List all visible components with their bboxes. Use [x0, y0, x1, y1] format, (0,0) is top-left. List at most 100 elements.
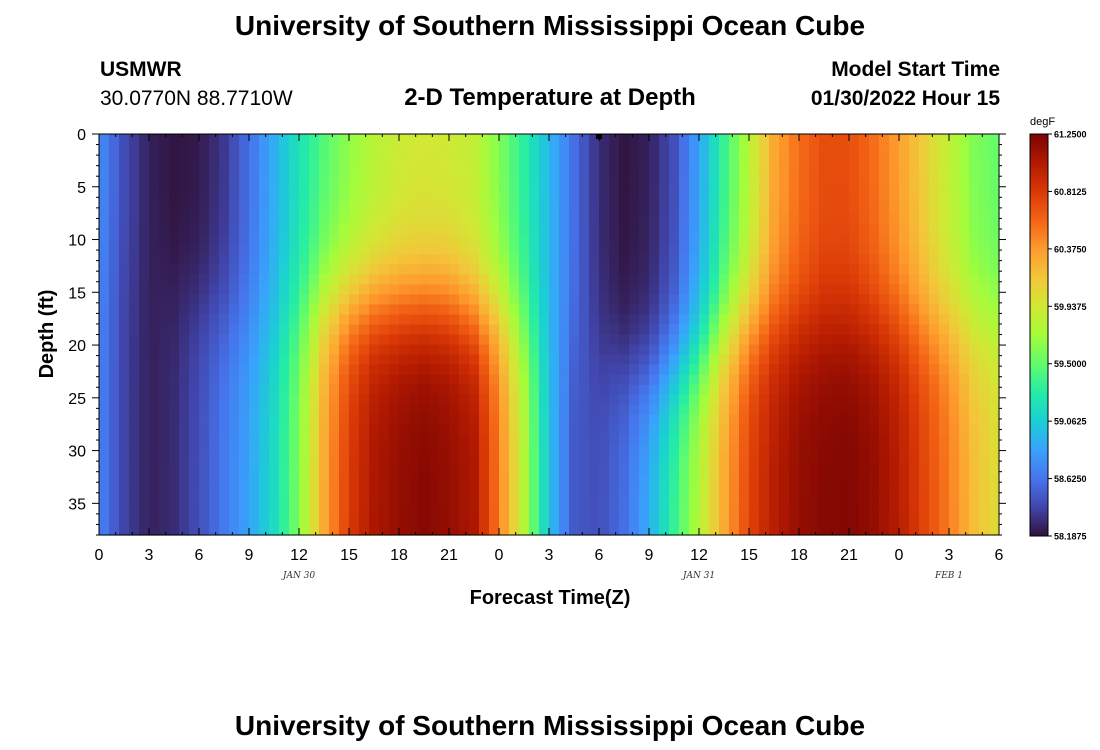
heatmap-cell [669, 424, 680, 436]
heatmap-cell [99, 314, 110, 326]
heatmap-cell [769, 404, 780, 416]
heatmap-cell [929, 334, 940, 346]
heatmap-cell [829, 154, 840, 165]
heatmap-cell [909, 264, 920, 275]
heatmap-cell [289, 284, 300, 295]
heatmap-cell [219, 424, 230, 436]
heatmap-cell [649, 484, 660, 496]
heatmap-cell [379, 194, 390, 205]
heatmap-cell [439, 384, 450, 396]
heatmap-cell [139, 324, 150, 336]
heatmap-cell [179, 364, 190, 376]
heatmap-cell [579, 214, 590, 225]
heatmap-cell [849, 244, 860, 255]
heatmap-cell [299, 184, 310, 195]
heatmap-cell [389, 524, 400, 536]
heatmap-cell [659, 174, 670, 185]
heatmap-cell [759, 394, 770, 406]
heatmap-cell [289, 484, 300, 496]
heatmap-cell [429, 424, 440, 436]
heatmap-cell [749, 474, 760, 486]
heatmap-cell [679, 444, 690, 456]
heatmap-cell [419, 324, 430, 336]
heatmap-cell [379, 524, 390, 536]
heatmap-cell [759, 194, 770, 205]
heatmap-cell [669, 284, 680, 295]
heatmap-cell [539, 204, 550, 215]
heatmap-cell [859, 344, 870, 356]
heatmap-cell [99, 374, 110, 386]
heatmap-cell [959, 234, 970, 245]
heatmap-cell [989, 494, 1000, 506]
heatmap-cell [109, 294, 120, 306]
heatmap-cell [779, 504, 790, 516]
heatmap-cell [169, 484, 180, 496]
heatmap-cell [259, 244, 270, 255]
heatmap-cell [469, 294, 480, 306]
heatmap-cell [949, 464, 960, 476]
heatmap-cell [779, 454, 790, 466]
heatmap-cell [389, 374, 400, 386]
heatmap-cell [339, 154, 350, 165]
heatmap-cell [949, 254, 960, 265]
heatmap-cell [199, 304, 210, 316]
heatmap-cell [979, 364, 990, 376]
heatmap-cell [149, 164, 160, 175]
heatmap-cell [289, 464, 300, 476]
heatmap-cell [639, 234, 650, 245]
heatmap-cell [969, 324, 980, 336]
heatmap-cell [659, 344, 670, 356]
heatmap-cell [419, 384, 430, 396]
heatmap-cell [559, 514, 570, 526]
heatmap-cell [209, 144, 220, 155]
heatmap-cell [369, 404, 380, 416]
heatmap-cell [109, 514, 120, 526]
heatmap-cell [199, 214, 210, 225]
heatmap-cell [269, 314, 280, 326]
heatmap-cell [509, 264, 520, 275]
heatmap-cell [839, 464, 850, 476]
heatmap-cell [239, 514, 250, 526]
heatmap-cell [979, 184, 990, 195]
heatmap-cell [649, 254, 660, 265]
heatmap-cell [119, 404, 130, 416]
heatmap-cell [579, 334, 590, 346]
heatmap-cell [159, 414, 170, 426]
heatmap-cell [509, 434, 520, 446]
heatmap-cell [269, 254, 280, 265]
heatmap-cell [569, 524, 580, 536]
heatmap-cell [449, 464, 460, 476]
heatmap-cell [349, 134, 360, 145]
heatmap-cell [469, 394, 480, 406]
heatmap-cell [839, 304, 850, 316]
heatmap-cell [949, 174, 960, 185]
heatmap-cell [889, 204, 900, 215]
heatmap-cell [749, 444, 760, 456]
heatmap-cell [199, 314, 210, 326]
heatmap-cell [109, 154, 120, 165]
heatmap-cell [259, 294, 270, 306]
heatmap-cell [839, 214, 850, 225]
heatmap-cell [119, 244, 130, 255]
heatmap-cell [239, 174, 250, 185]
heatmap-cell [769, 324, 780, 336]
heatmap-cell [659, 394, 670, 406]
heatmap-cell [899, 154, 910, 165]
heatmap-cell [159, 474, 170, 486]
heatmap-cell [289, 144, 300, 155]
heatmap-cell [829, 444, 840, 456]
heatmap-cell [99, 514, 110, 526]
heatmap-cell [169, 284, 180, 295]
heatmap-cell [99, 324, 110, 336]
heatmap-cell [569, 154, 580, 165]
heatmap-cell [409, 364, 420, 376]
heatmap-cell [719, 494, 730, 506]
heatmap-cell [309, 444, 320, 456]
heatmap-cell [129, 174, 140, 185]
heatmap-cell [599, 464, 610, 476]
heatmap-cell [869, 314, 880, 326]
heatmap-cell [709, 334, 720, 346]
heatmap-cell [859, 274, 870, 285]
heatmap-cell [839, 454, 850, 466]
heatmap-cell [679, 484, 690, 496]
